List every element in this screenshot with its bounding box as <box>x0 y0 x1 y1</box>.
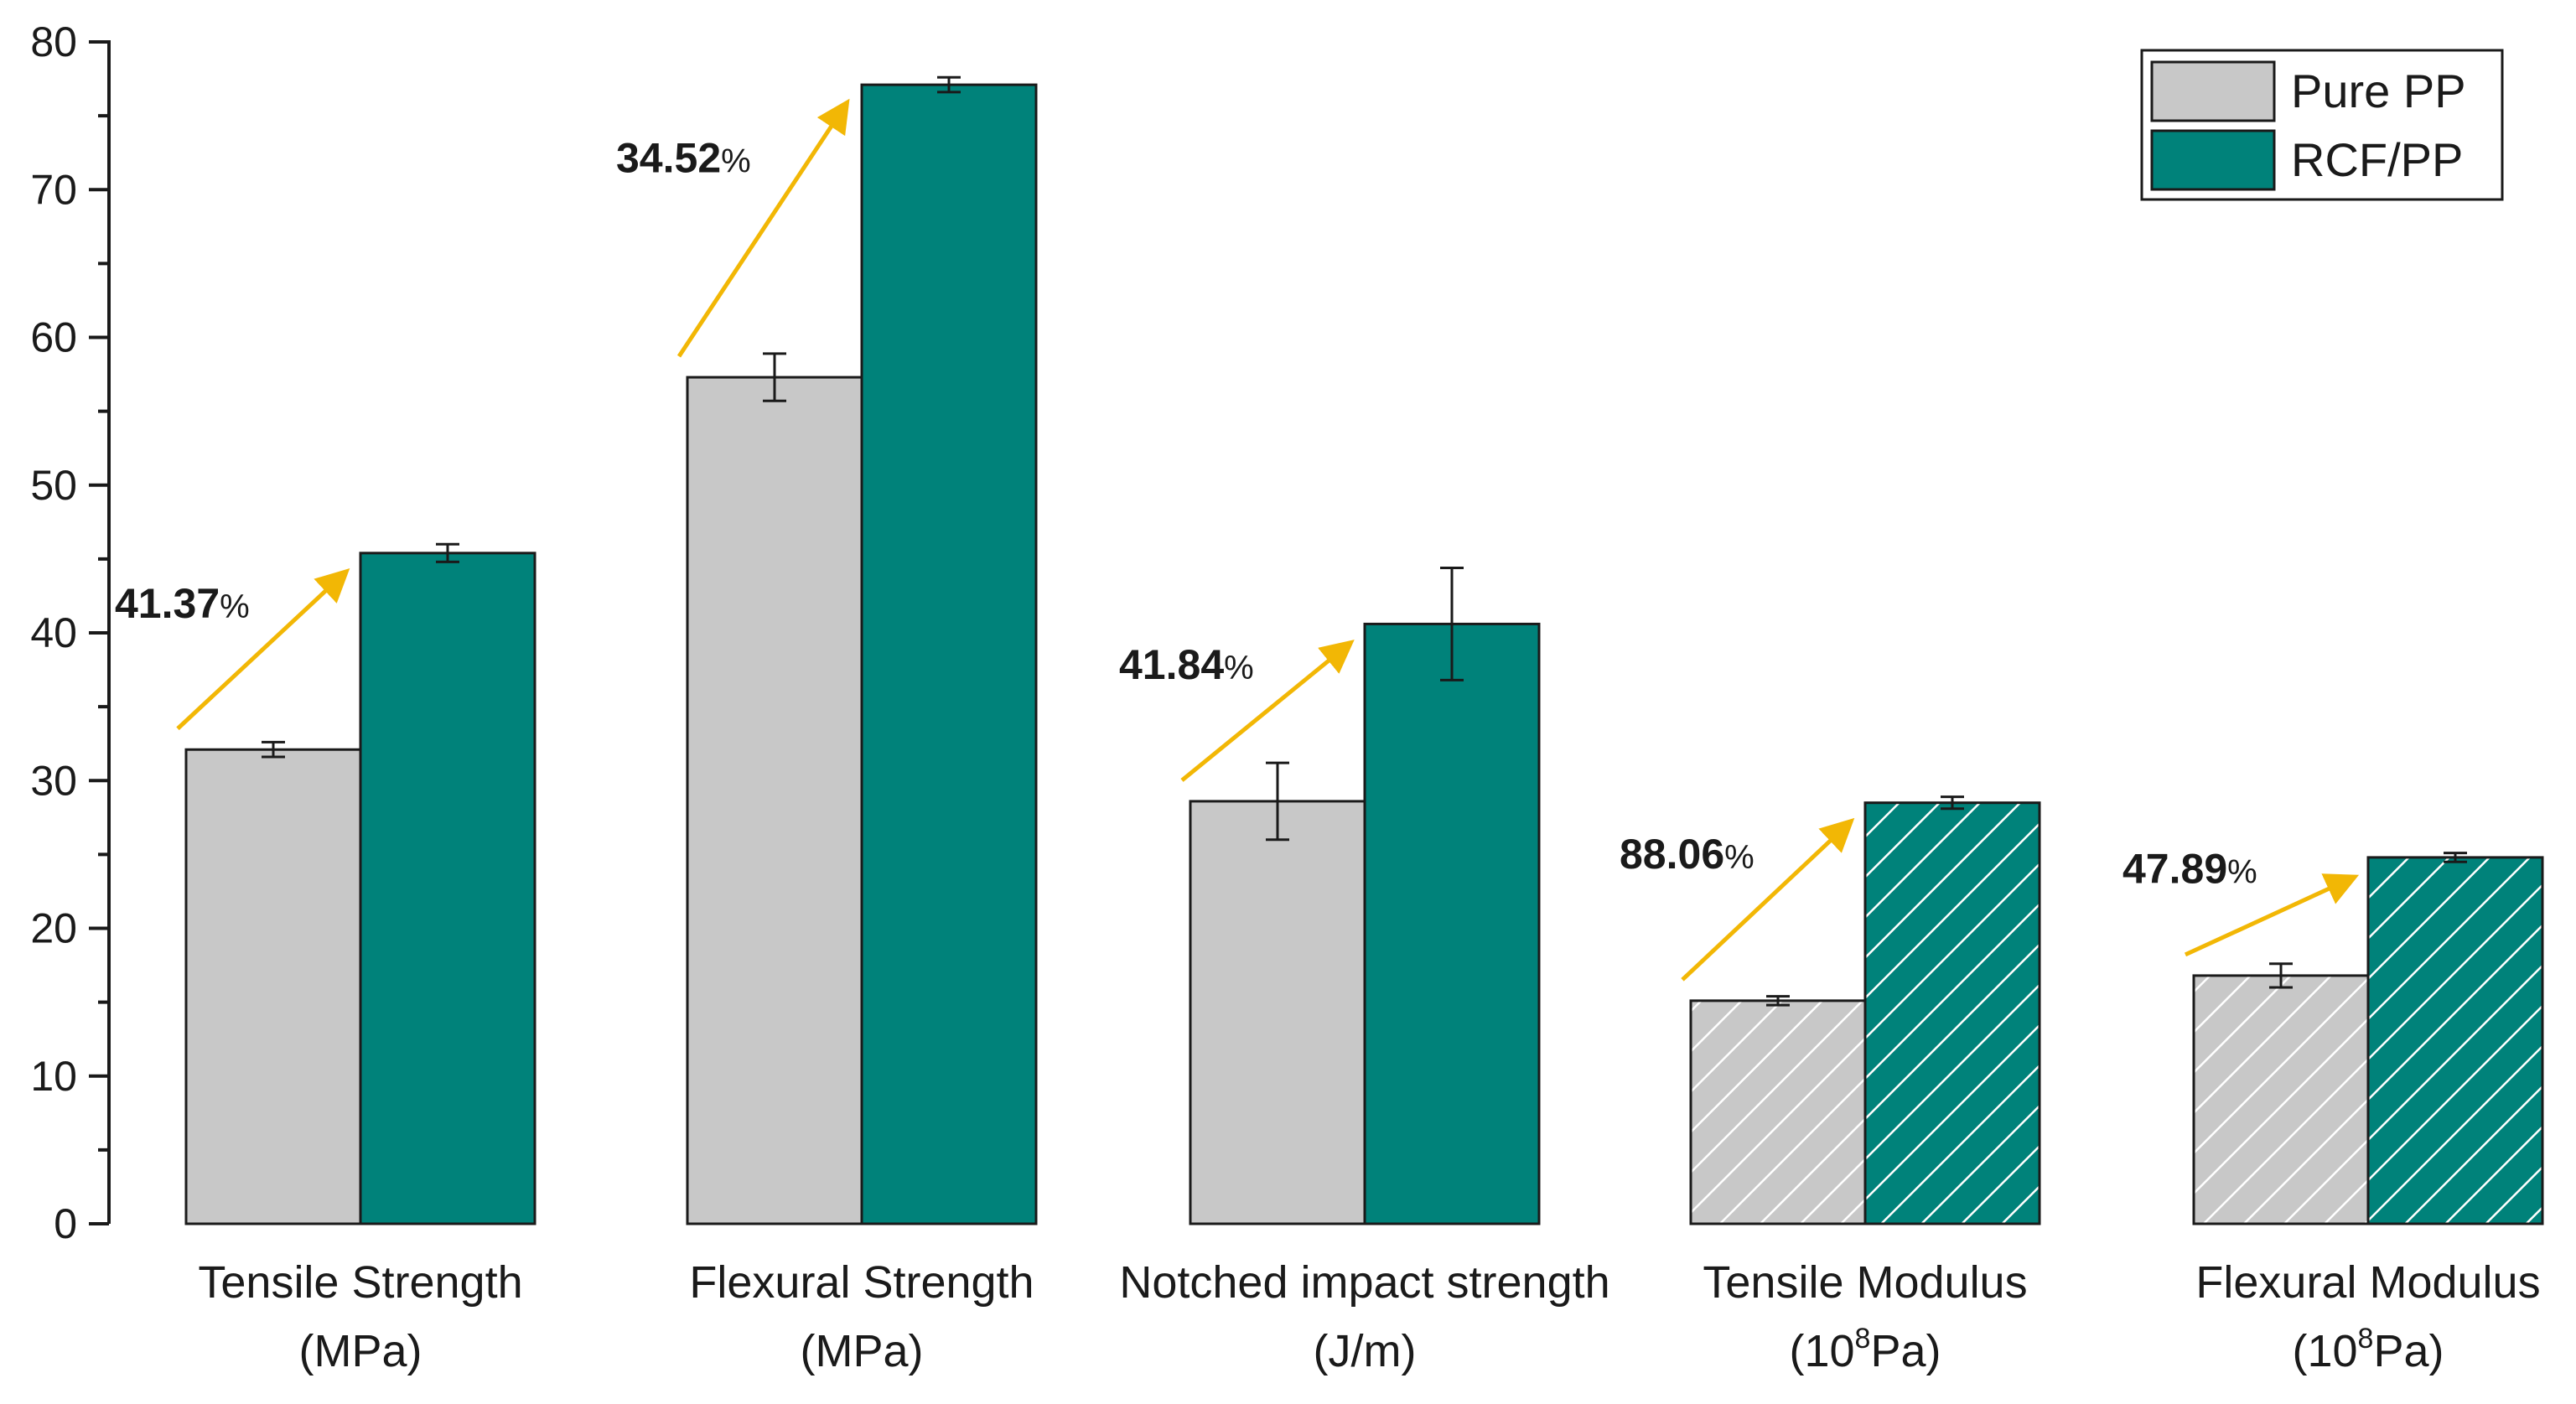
increase-arrow <box>176 568 350 731</box>
category-label: Notched impact strength <box>1119 1257 1609 1308</box>
category-label: Flexural Strength <box>689 1257 1034 1308</box>
increase-arrow <box>1681 817 1855 982</box>
increase-percent-label: 34.52% <box>616 135 751 182</box>
legend: Pure PP RCF/PP <box>2140 49 2504 201</box>
increase-arrow <box>2184 873 2360 957</box>
category-label: Tensile Modulus <box>1703 1257 2027 1308</box>
annotations: 41.37% 34.52% 41.84% 88.06% 47.89% <box>115 98 2360 982</box>
increase-arrow <box>676 98 850 358</box>
category-label: Flexural Modulus <box>2195 1257 2540 1308</box>
y-axis: 0 10 20 30 40 50 60 70 80 <box>30 18 111 1247</box>
legend-swatch-pure-pp <box>2150 60 2276 122</box>
category-unit-label: (J/m) <box>1314 1326 1417 1376</box>
category-unit-label: (MPa) <box>801 1326 924 1376</box>
y-tick-label: 40 <box>30 609 77 656</box>
legend-swatch-rcf-pp <box>2150 129 2276 191</box>
legend-label: RCF/PP <box>2291 133 2463 186</box>
bar-rcf-pp <box>2366 856 2544 1225</box>
bar-rcf-pp <box>1363 622 1541 1225</box>
y-tick-label: 60 <box>30 314 77 361</box>
bar-rcf-pp <box>860 83 1038 1225</box>
y-tick-label: 30 <box>30 757 77 804</box>
bar-pure-pp <box>1689 999 1867 1225</box>
bar-pure-pp <box>1189 800 1366 1225</box>
bar-pure-pp <box>686 376 863 1225</box>
increase-arrow <box>1180 640 1355 782</box>
bar-rcf-pp <box>359 552 536 1225</box>
category-unit-label: (108Pa) <box>2292 1323 2444 1376</box>
y-tick-label: 20 <box>30 905 77 952</box>
increase-percent-label: 41.37% <box>115 580 250 627</box>
category-unit-label: (MPa) <box>299 1326 422 1376</box>
bar-pure-pp <box>2192 974 2370 1225</box>
bars <box>184 75 2544 1225</box>
bar-rcf-pp <box>1863 801 2041 1225</box>
bar-pure-pp <box>184 748 362 1225</box>
y-tick-label: 0 <box>54 1200 77 1247</box>
category-label: Tensile Strength <box>198 1257 522 1308</box>
legend-label: Pure PP <box>2291 65 2466 117</box>
increase-percent-label: 41.84% <box>1119 641 1254 688</box>
x-axis-labels: Tensile Strength (MPa) Flexural Strength (M… <box>198 1257 2540 1376</box>
y-tick-label: 50 <box>30 462 77 509</box>
y-tick-label: 10 <box>30 1053 77 1100</box>
category-unit-label: (108Pa) <box>1789 1323 1941 1376</box>
y-tick-label: 80 <box>30 18 77 65</box>
increase-percent-label: 47.89% <box>2122 845 2257 892</box>
increase-percent-label: 88.06% <box>1620 831 1754 878</box>
y-tick-label: 70 <box>30 166 77 213</box>
